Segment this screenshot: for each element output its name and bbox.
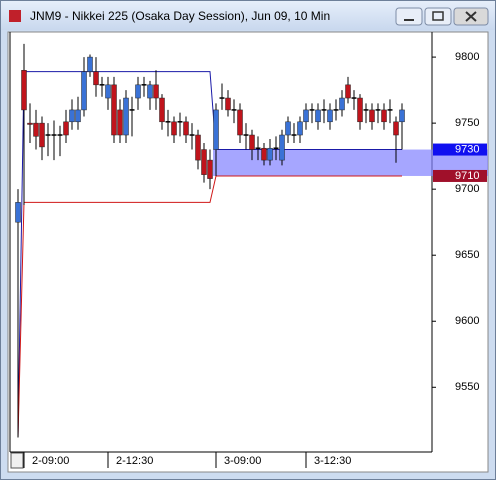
- candle-body: [261, 147, 267, 161]
- candle-body: [39, 122, 45, 148]
- candle-body: [279, 134, 285, 161]
- x-tick-label: 2-12:30: [116, 455, 153, 467]
- maximize-button[interactable]: [424, 7, 452, 26]
- candle-body: [183, 121, 189, 136]
- candle-body: [117, 109, 123, 136]
- candle-body: [369, 109, 375, 123]
- candle-body: [201, 149, 207, 175]
- close-icon: [465, 11, 477, 22]
- minimize-button[interactable]: [395, 7, 423, 26]
- candle-body: [237, 109, 243, 136]
- candle-body: [303, 109, 309, 123]
- candle-body: [357, 97, 363, 123]
- candle-body: [81, 71, 87, 111]
- candle-body: [399, 109, 405, 123]
- y-tick-label: 9800: [455, 51, 479, 63]
- level-label: 9730: [455, 143, 479, 155]
- candle-body: [249, 134, 255, 150]
- candle-body: [345, 84, 351, 99]
- candle-body: [153, 84, 159, 99]
- candle-body: [27, 122, 33, 125]
- candle-body: [15, 202, 21, 223]
- x-tick-label: 3-12:30: [314, 455, 351, 467]
- y-tick-label: 9750: [455, 117, 479, 129]
- level-label-bg: [433, 169, 487, 182]
- window-title: JNM9 - Nikkei 225 (Osaka Day Session), J…: [30, 9, 330, 23]
- candle-body: [393, 121, 399, 136]
- candle-body: [21, 70, 27, 111]
- candle-body: [123, 97, 129, 136]
- candle-body: [297, 121, 303, 136]
- candle-body: [225, 97, 231, 111]
- y-tick-label: 9600: [455, 315, 479, 327]
- candle-body: [195, 134, 201, 161]
- candle-body: [87, 56, 93, 72]
- candle-body: [93, 71, 99, 86]
- maximize-icon: [432, 11, 444, 21]
- indicator-line: [17, 175, 402, 438]
- candle-body: [285, 121, 291, 136]
- candle-body: [207, 159, 213, 179]
- candle-body: [111, 84, 117, 136]
- y-tick-label: 9550: [455, 381, 479, 393]
- y-tick-label: 9700: [455, 183, 479, 195]
- x-tick-label: 3-09:00: [224, 455, 261, 467]
- candle-body: [147, 84, 153, 99]
- candle-body: [105, 84, 111, 99]
- candle-body: [213, 109, 219, 150]
- level-label: 9710: [455, 170, 479, 182]
- candle-body: [159, 97, 165, 123]
- candle-body: [315, 109, 321, 123]
- candle-body: [69, 109, 75, 123]
- candle-body: [171, 121, 177, 136]
- x-tick-label: 2-09:00: [32, 455, 69, 467]
- candle-body: [135, 84, 141, 99]
- candle-body: [267, 147, 273, 161]
- y-tick-label: 9650: [455, 249, 479, 261]
- level-label-bg: [433, 143, 487, 156]
- candle-body: [327, 109, 333, 123]
- candle-body: [381, 109, 387, 123]
- scroll-box[interactable]: [10, 452, 24, 469]
- candle-body: [63, 121, 69, 136]
- candle-body: [75, 109, 81, 123]
- chart-area: [7, 31, 489, 473]
- candle-body: [33, 122, 39, 137]
- candle-body: [339, 97, 345, 111]
- app-icon: [9, 10, 21, 22]
